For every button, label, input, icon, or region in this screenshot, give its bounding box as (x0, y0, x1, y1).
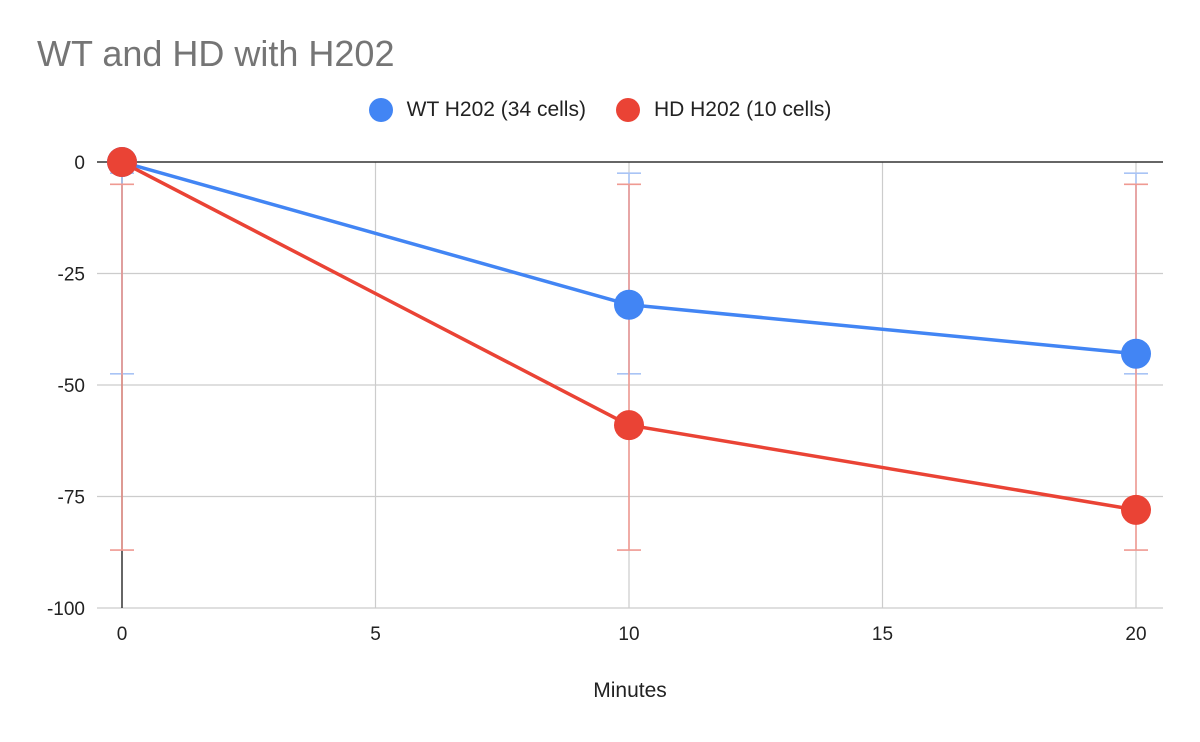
legend-marker-wt (368, 98, 393, 122)
y-tick-label: -50 (58, 376, 85, 397)
legend: WT H202 (34 cells) HD H202 (10 cells) (0, 98, 1200, 122)
x-tick-label: 0 (117, 624, 128, 645)
legend-label-hd: HD H202 (10 cells) (653, 98, 832, 121)
y-tick-label: -25 (58, 265, 85, 286)
y-tick-label: -75 (58, 488, 85, 509)
x-axis-label: Minutes (593, 679, 667, 702)
y-tick-label: 0 (74, 153, 85, 174)
data-point-0-2 (1121, 338, 1151, 369)
data-point-1-1 (614, 410, 644, 441)
x-tick-label: 5 (370, 624, 381, 645)
x-tick-label: 10 (618, 624, 639, 645)
y-tick-label: -100 (47, 599, 85, 620)
x-tick-label: 15 (872, 624, 893, 645)
data-point-1-0 (107, 147, 137, 177)
chart-title: WT and HD with H202 (37, 33, 395, 74)
x-tick-label: 20 (1125, 624, 1146, 645)
legend-marker-hd (615, 98, 640, 122)
legend-item-wt[interactable]: WT H202 (34 cells) (368, 98, 586, 122)
legend-label-wt: WT H202 (34 cells) (406, 98, 586, 121)
data-point-0-1 (614, 289, 644, 320)
legend-item-hd[interactable]: HD H202 (10 cells) (615, 98, 832, 122)
data-point-1-2 (1121, 494, 1151, 525)
